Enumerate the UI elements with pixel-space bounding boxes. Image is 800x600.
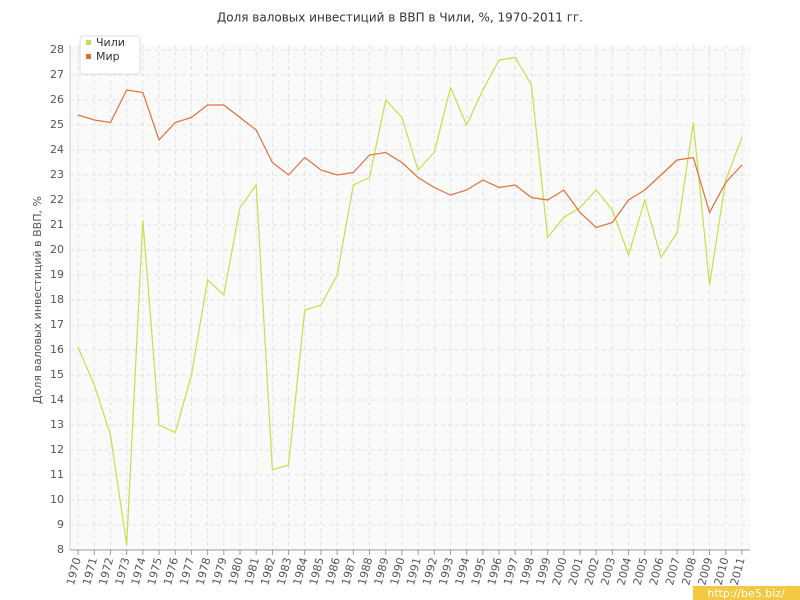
y-tick-label: 9 <box>57 518 64 531</box>
y-tick-label: 15 <box>50 368 64 381</box>
legend-swatch <box>86 54 91 59</box>
y-tick-label: 16 <box>50 343 64 356</box>
y-tick-label: 23 <box>50 168 64 181</box>
y-tick-label: 26 <box>50 93 64 106</box>
y-tick-label: 13 <box>50 418 64 431</box>
y-tick-label: 8 <box>57 543 64 556</box>
y-tick-label: 18 <box>50 293 64 306</box>
y-tick-label: 19 <box>50 268 64 281</box>
y-tick-label: 24 <box>50 143 64 156</box>
y-tick-label: 10 <box>50 493 64 506</box>
watermark: http://be5.biz/ <box>707 587 785 600</box>
y-tick-label: 22 <box>50 193 64 206</box>
y-tick-label: 20 <box>50 243 64 256</box>
series-line <box>77 56 743 546</box>
plot-area <box>70 45 750 550</box>
series-line <box>77 89 743 229</box>
watermark-bg <box>693 586 800 600</box>
y-tick-label: 17 <box>50 318 64 331</box>
y-tick-label: 21 <box>50 218 64 231</box>
chart-title: Доля валовых инвестиций в ВВП в Чили, %,… <box>217 11 583 25</box>
y-tick-label: 11 <box>50 468 64 481</box>
y-tick-label: 28 <box>50 43 64 56</box>
y-tick-label: 12 <box>50 443 64 456</box>
legend-label: Мир <box>96 50 120 63</box>
y-tick-label: 25 <box>50 118 64 131</box>
y-tick-label: 14 <box>50 393 64 406</box>
legend-box <box>79 35 141 75</box>
y-axis-label: Доля валовых инвестиций в ВВП, % <box>31 196 44 404</box>
legend-swatch <box>86 40 91 45</box>
legend-label: Чили <box>96 36 125 49</box>
y-tick-label: 27 <box>50 68 64 81</box>
